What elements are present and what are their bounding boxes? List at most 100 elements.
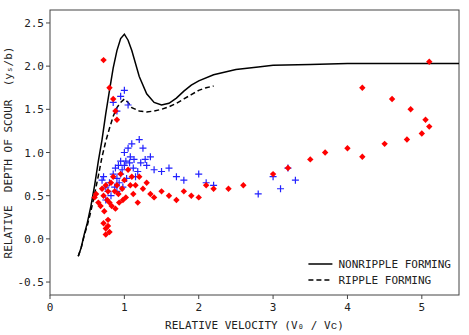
point: [117, 171, 124, 178]
y-tick: [46, 282, 50, 283]
point: [130, 165, 137, 172]
point: [103, 231, 109, 237]
legend-item: RIPPLE FORMING: [308, 274, 431, 287]
y-tick: [46, 109, 50, 110]
y-tick-label: 2.0: [24, 60, 44, 73]
point: [166, 192, 172, 198]
legend-item: NONRIPPLE FORMING: [308, 258, 451, 271]
y-tick-label: 1.5: [24, 103, 44, 116]
point: [105, 188, 111, 194]
point: [151, 194, 157, 200]
point: [129, 173, 135, 179]
legend-swatch: [308, 263, 332, 265]
point: [128, 140, 135, 147]
point: [114, 116, 120, 122]
point: [270, 171, 276, 177]
y-tick-label: 0.0: [24, 233, 44, 246]
point: [134, 168, 141, 175]
point: [100, 173, 107, 180]
point: [110, 173, 116, 179]
point: [151, 166, 158, 173]
point: [307, 156, 313, 162]
x-tick-label: 0: [47, 301, 54, 314]
point: [255, 190, 262, 197]
point: [125, 145, 132, 152]
point: [277, 185, 284, 192]
legend-swatch: [308, 279, 332, 281]
point: [158, 168, 165, 175]
point: [119, 186, 125, 192]
point: [404, 136, 410, 142]
point: [407, 106, 413, 112]
point: [100, 192, 106, 198]
point: [110, 96, 116, 102]
marks: [78, 34, 459, 256]
x-tick: [124, 295, 125, 299]
plot-frame: [50, 10, 459, 295]
point: [426, 123, 432, 129]
point: [106, 85, 112, 91]
x-tick: [50, 295, 51, 299]
scatter-series: [100, 57, 432, 123]
point: [173, 197, 179, 203]
y-tick: [46, 152, 50, 153]
point: [131, 156, 138, 163]
point: [359, 85, 365, 91]
point: [97, 203, 103, 209]
point: [114, 182, 120, 188]
point: [285, 165, 291, 171]
point: [105, 223, 111, 229]
y-tick: [46, 238, 50, 239]
point: [112, 205, 118, 211]
point: [139, 145, 146, 152]
y-tick: [46, 66, 50, 67]
point: [130, 191, 136, 197]
y-tick-label: -0.5: [18, 276, 45, 289]
point: [136, 173, 142, 179]
point: [322, 149, 328, 155]
x-tick: [421, 295, 422, 299]
point: [158, 188, 164, 194]
point: [121, 177, 127, 183]
point: [136, 136, 143, 143]
x-tick-label: 3: [270, 301, 277, 314]
point: [419, 130, 425, 136]
point: [196, 194, 202, 200]
point: [381, 141, 387, 147]
y-tick-label: 2.5: [24, 17, 44, 30]
x-tick-label: 1: [121, 301, 128, 314]
point: [103, 182, 109, 188]
point: [389, 96, 395, 102]
scatter-series: [99, 87, 299, 204]
point: [292, 177, 299, 184]
point: [125, 167, 131, 173]
y-tick-label: 0.5: [24, 190, 44, 203]
point: [422, 116, 428, 122]
point: [240, 182, 246, 188]
point: [115, 191, 121, 197]
y-tick: [46, 195, 50, 196]
legend: NONRIPPLE FORMING RIPPLE FORMING: [308, 258, 451, 287]
point: [108, 180, 114, 186]
point: [100, 57, 106, 63]
x-tick: [347, 295, 348, 299]
chart: 012345-0.50.00.51.01.52.02.5RELATIVE VEL…: [0, 0, 469, 335]
point: [225, 186, 231, 192]
point: [195, 171, 202, 178]
point: [284, 165, 291, 172]
point: [122, 158, 129, 165]
line: [78, 34, 459, 256]
point: [105, 217, 111, 223]
x-axis-label: RELATIVE VELOCITY (V₀ / Vᴄ): [165, 319, 344, 332]
legend-label: NONRIPPLE FORMING: [338, 258, 451, 271]
y-axis-label: RELATIVE DEPTH OF SCOUR (yₛ/b): [2, 47, 15, 259]
point: [181, 188, 187, 194]
point: [143, 180, 149, 186]
line: [78, 86, 213, 256]
y-tick-label: 1.0: [24, 147, 44, 160]
x-tick-label: 2: [195, 301, 202, 314]
point: [143, 162, 150, 169]
point: [117, 93, 124, 100]
point: [99, 177, 106, 184]
point: [188, 192, 194, 198]
